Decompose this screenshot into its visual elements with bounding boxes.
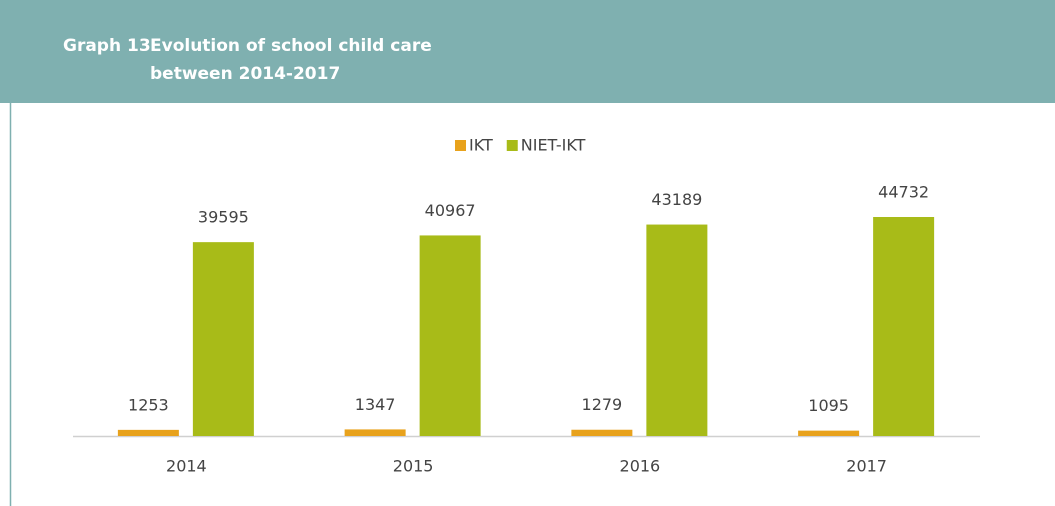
x-tick-label: 2014 <box>166 457 207 476</box>
bar <box>419 235 481 436</box>
x-tick-label: 2017 <box>846 457 887 476</box>
value-label: 1095 <box>808 396 849 415</box>
value-label: 40967 <box>425 201 476 220</box>
value-label: 1279 <box>582 395 623 414</box>
bar <box>344 429 406 436</box>
x-tick-label: 2016 <box>620 457 661 476</box>
x-tick-label: 2015 <box>393 457 434 476</box>
value-label: 44732 <box>878 183 929 202</box>
graph-label: Graph 13 <box>63 36 151 56</box>
legend-swatch <box>455 140 466 151</box>
legend-label: IKT <box>469 136 493 155</box>
legend-label: NIET-IKT <box>521 136 586 155</box>
bar <box>873 217 935 436</box>
bar <box>798 430 860 436</box>
bar <box>192 242 254 436</box>
bar <box>117 429 179 436</box>
chart-title: between 2014-2017 <box>150 64 340 84</box>
value-label: 1253 <box>128 395 169 414</box>
value-label: 1347 <box>355 395 396 414</box>
bar <box>646 224 708 436</box>
legend-swatch <box>506 140 518 151</box>
value-label: 39595 <box>198 208 249 227</box>
header-band <box>0 0 1055 103</box>
value-label: 43189 <box>651 190 702 209</box>
bar <box>571 429 633 436</box>
chart-title: Evolution of school child care <box>150 36 432 56</box>
